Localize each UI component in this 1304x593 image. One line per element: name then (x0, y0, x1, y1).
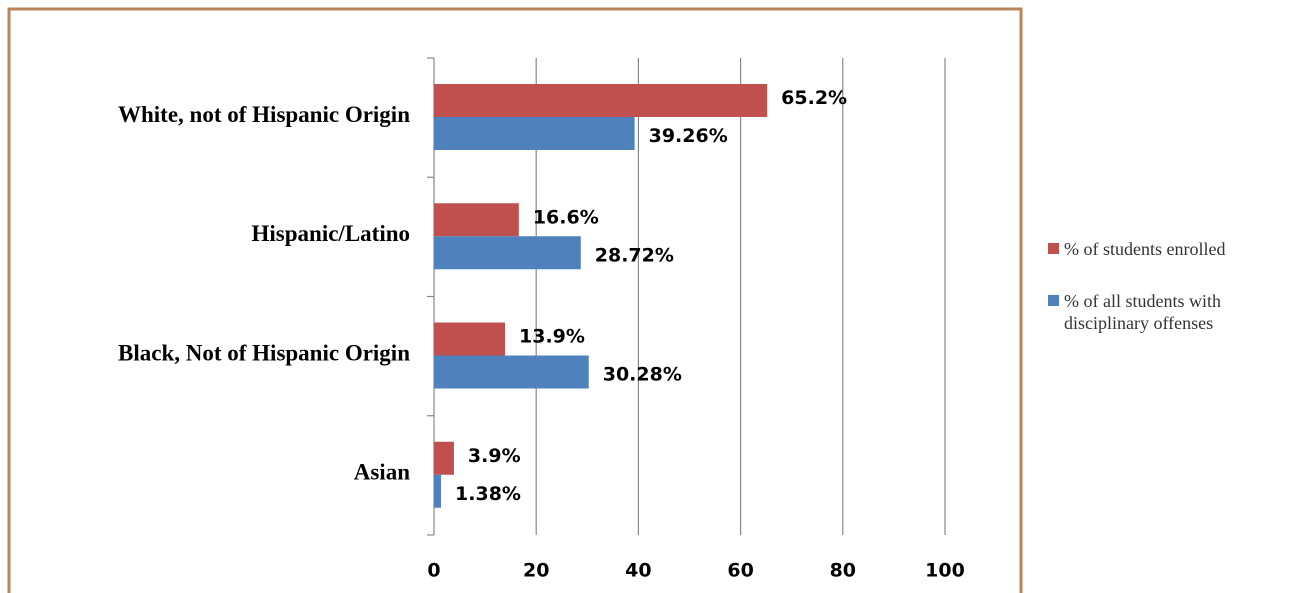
bar (434, 117, 635, 150)
value-label: 30.28% (603, 364, 682, 386)
bar (434, 474, 442, 508)
category-label: Hispanic/Latino (252, 221, 410, 246)
category-label: Black, Not of Hispanic Origin (118, 340, 410, 365)
category-label: White, not of Hispanic Origin (118, 102, 410, 127)
value-label: 16.6% (533, 206, 599, 228)
bar (434, 441, 454, 475)
legend-label: % of all students with disciplinary offe… (1064, 291, 1221, 333)
x-tick-label: 80 (830, 560, 856, 582)
value-label: 39.26% (649, 125, 728, 147)
value-label: 3.9% (468, 445, 521, 467)
category-label: Asian (354, 460, 410, 485)
value-label: 28.72% (595, 244, 674, 266)
value-label: 65.2% (781, 87, 847, 109)
bar (434, 322, 506, 356)
bar (434, 203, 519, 237)
x-tick-label: 20 (523, 560, 549, 582)
bar (434, 84, 768, 117)
bar (434, 355, 589, 389)
legend-swatch (1048, 295, 1059, 306)
legend-swatch (1048, 243, 1059, 254)
frame (7, 7, 1023, 593)
x-tick-label: 40 (625, 560, 651, 582)
x-tick-label: 100 (925, 560, 965, 582)
bar (434, 236, 581, 270)
x-tick-label: 0 (427, 560, 440, 582)
value-label: 13.9% (519, 326, 585, 348)
legend-label: % of students enrolled (1064, 239, 1226, 259)
value-label: 1.38% (455, 483, 521, 505)
x-tick-label: 60 (727, 560, 753, 582)
